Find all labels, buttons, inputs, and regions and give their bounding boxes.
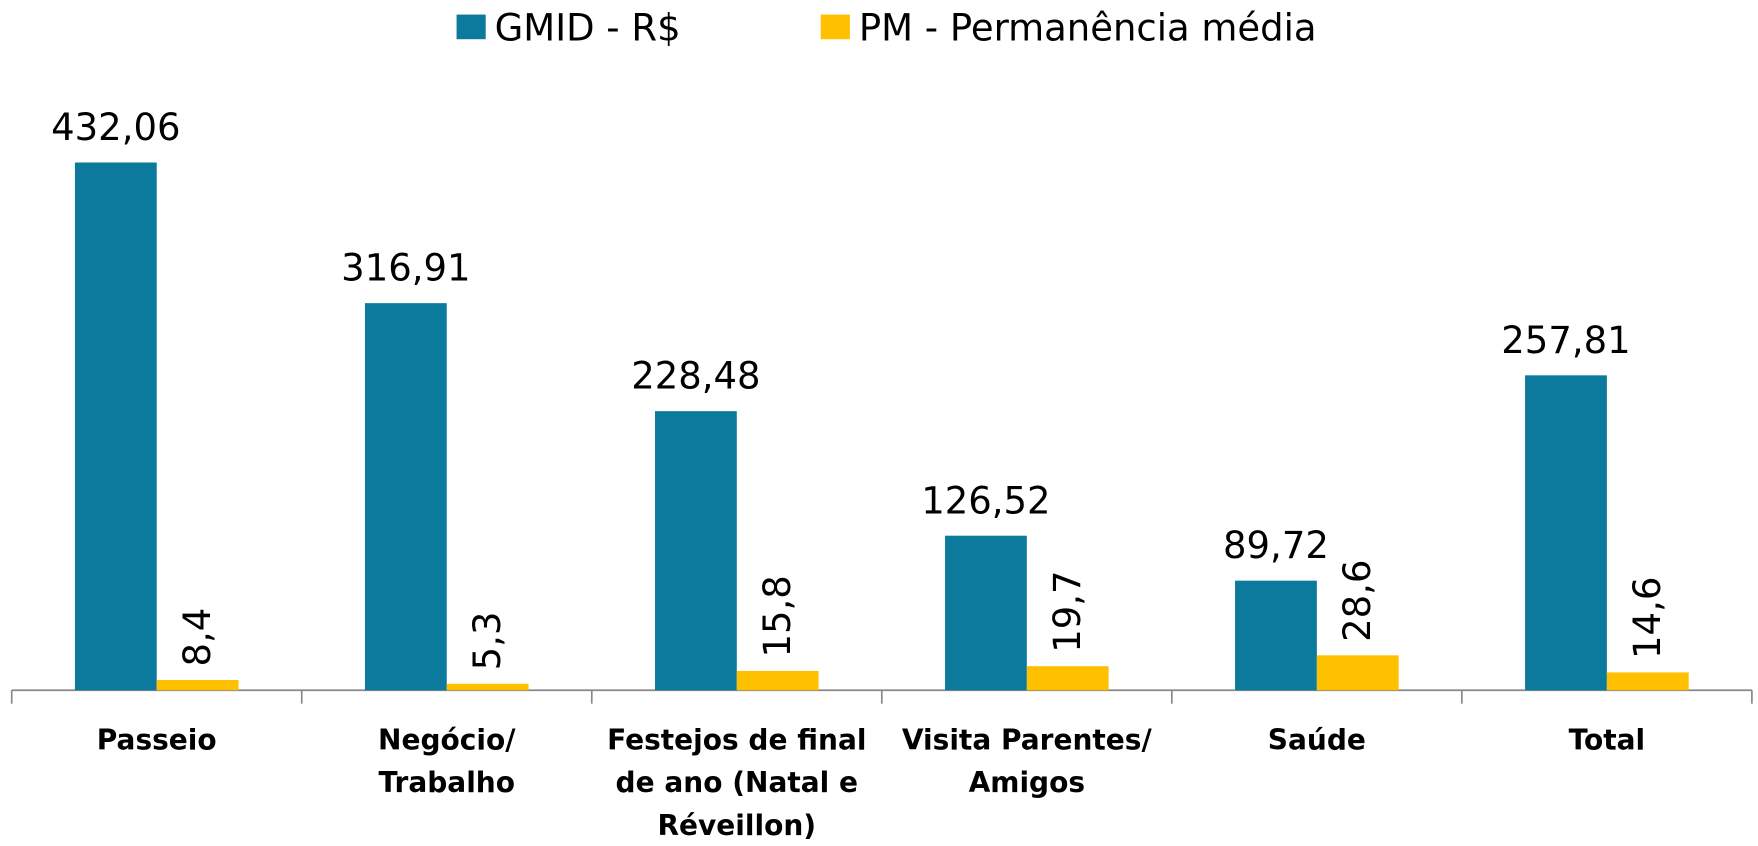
- x-tick-label: Visita Parentes/ Amigos: [901, 723, 1152, 799]
- data-label: 228,48: [631, 355, 760, 398]
- data-label: 5,3: [466, 612, 509, 671]
- data-label: 257,81: [1501, 319, 1630, 362]
- x-tick-label-box: Passeio: [96, 723, 217, 757]
- x-tick-label: Total: [1568, 723, 1646, 757]
- legend-label: PM - Permanência média: [859, 6, 1317, 49]
- bar: [1026, 666, 1109, 691]
- x-tick-label: Festejos de final de ano (Natal e Réveil…: [607, 723, 867, 842]
- x-tick-label-box: Festejos de final de ano (Natal e Réveil…: [607, 723, 867, 842]
- bar: [1606, 672, 1689, 691]
- bar: [446, 683, 529, 691]
- x-tick-label: Negócio/ Trabalho: [378, 723, 516, 799]
- data-label: 14,6: [1626, 577, 1669, 659]
- legend-label: GMID - R$: [495, 6, 681, 49]
- bar: [736, 670, 819, 691]
- bar: [1316, 655, 1399, 691]
- bar: [945, 535, 1027, 691]
- x-tick-label: Saúde: [1267, 723, 1366, 757]
- x-tick-label-box: Visita Parentes/ Amigos: [901, 723, 1152, 799]
- x-tick-label-box: Negócio/ Trabalho: [378, 723, 516, 799]
- bar: [1525, 375, 1607, 691]
- bar: [1235, 580, 1317, 691]
- bar: [654, 411, 737, 691]
- data-label: 15,8: [756, 575, 799, 657]
- data-label: 316,91: [341, 247, 470, 290]
- data-label: 8,4: [176, 608, 219, 667]
- legend-swatch: [820, 14, 850, 40]
- x-tick-label: Passeio: [96, 723, 217, 757]
- data-label: 126,52: [921, 479, 1050, 522]
- x-tick-label-box: Saúde: [1267, 723, 1366, 757]
- bar: [74, 162, 157, 691]
- data-label: 28,6: [1336, 560, 1379, 642]
- data-label: 432,06: [51, 106, 180, 149]
- x-tick-label-box: Total: [1568, 723, 1646, 757]
- bar: [364, 303, 447, 691]
- legend-swatch: [456, 14, 486, 40]
- data-label: 19,7: [1046, 570, 1089, 652]
- bar: [156, 679, 239, 691]
- data-label: 89,72: [1223, 524, 1329, 567]
